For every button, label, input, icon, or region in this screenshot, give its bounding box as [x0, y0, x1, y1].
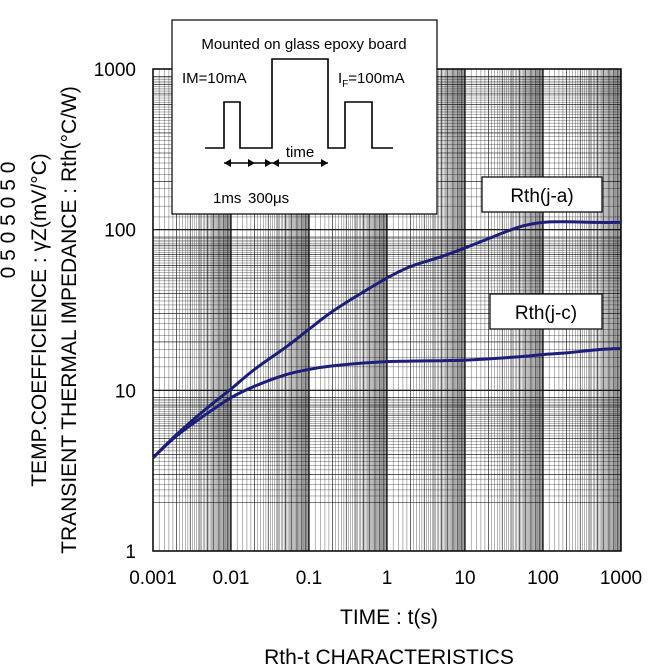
arrowhead-icon: [272, 159, 279, 167]
rth-jc-label-box: Rth(j-c): [489, 293, 603, 330]
arrowhead-icon: [224, 159, 231, 167]
x-tick-label: 100: [527, 568, 559, 589]
x-tick-label: 0.001: [129, 568, 177, 589]
y-tick-label: 10: [115, 381, 136, 402]
arrowhead-icon: [248, 159, 255, 167]
series-line-rth-jc: [151, 347, 622, 459]
inset-title: Mounted on glass epoxy board: [201, 36, 406, 53]
series-lines: [151, 220, 622, 459]
x-tick-label: 1000: [600, 568, 642, 589]
y-axis-title-rth: TRANSIENT THERMAL IMPEDANCE : Rth(°C/W): [58, 86, 81, 554]
y-tick-label: 1: [125, 542, 136, 563]
y-axis-partial-label: 0 5 0 5 0 5 0: [0, 162, 20, 279]
inset-time-label: time: [286, 144, 314, 161]
x-tick-label: 10: [454, 568, 475, 589]
series-line-rth-ja: [151, 220, 622, 459]
x-tick-label: 0.01: [213, 568, 250, 589]
arrowhead-icon: [265, 159, 272, 167]
inset-im-label: IM=10mA: [182, 70, 247, 87]
y-tick-label: 1000: [94, 60, 136, 81]
series-label-rth-jc: Rth(j-c): [515, 303, 577, 324]
x-axis-title: TIME : t(s): [340, 606, 438, 629]
y-axis-title-temp: TEMP.COEFFICIENCE : γZ(mV/°C): [28, 153, 51, 487]
measurement-inset: Mounted on glass epoxy board IM=10mA IF=…: [171, 19, 438, 215]
chart-caption: Rth-t CHARACTERISTICS: [264, 646, 514, 669]
inset-1ms-label: 1ms: [213, 190, 241, 207]
x-tick-label: 1: [382, 568, 393, 589]
rth-ja-label-box: Rth(j-a): [481, 176, 603, 213]
inset-300us-label: 300μs: [248, 190, 289, 207]
series-label-rth-ja: Rth(j-a): [510, 186, 573, 207]
pulse-waveform: [205, 58, 393, 149]
arrowhead-icon: [321, 159, 328, 167]
tick-labels: 0.001 0.01 0.1 1 10 100 1000 1 10 100 1000: [94, 60, 642, 589]
inset-if-label: IF=100mA: [338, 70, 405, 90]
x-tick-label: 0.1: [296, 568, 322, 589]
y-tick-label: 100: [104, 221, 136, 242]
